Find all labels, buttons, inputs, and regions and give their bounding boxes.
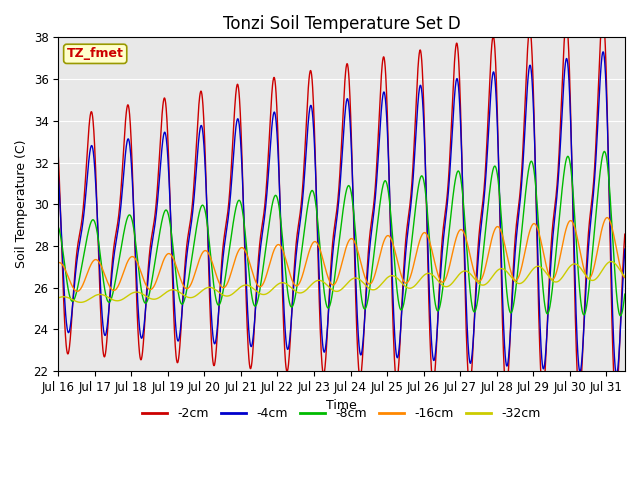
-8cm <box>617 313 625 319</box>
-8cm <box>560 173 568 179</box>
-8cm <box>639 149 640 155</box>
Line: -32cm: -32cm <box>58 262 640 302</box>
-32cm <box>527 269 535 275</box>
-32cm <box>77 300 84 305</box>
-2cm <box>54 152 62 158</box>
-16cm <box>631 242 639 248</box>
-16cm <box>74 288 81 294</box>
Line: -4cm: -4cm <box>58 45 640 374</box>
-4cm <box>386 195 394 201</box>
-32cm <box>631 272 639 277</box>
-32cm <box>386 273 394 279</box>
-4cm <box>631 109 639 115</box>
-4cm <box>527 64 534 70</box>
-32cm <box>113 298 121 304</box>
-16cm <box>113 285 121 291</box>
-2cm <box>639 67 640 73</box>
-32cm <box>639 259 640 265</box>
Title: Tonzi Soil Temperature Set D: Tonzi Soil Temperature Set D <box>223 15 460 33</box>
Text: TZ_fmet: TZ_fmet <box>67 48 124 60</box>
-4cm <box>636 42 640 48</box>
-2cm <box>612 395 620 401</box>
-16cm <box>239 245 247 251</box>
-2cm <box>239 181 246 187</box>
-32cm <box>560 272 568 278</box>
Legend: -2cm, -4cm, -8cm, -16cm, -32cm: -2cm, -4cm, -8cm, -16cm, -32cm <box>137 402 546 425</box>
-32cm <box>54 295 62 301</box>
-4cm <box>560 82 568 88</box>
-4cm <box>54 172 62 178</box>
-2cm <box>631 83 639 89</box>
-8cm <box>631 184 639 190</box>
X-axis label: Time: Time <box>326 399 356 412</box>
-8cm <box>239 210 246 216</box>
Line: -8cm: -8cm <box>58 146 640 316</box>
-8cm <box>54 224 62 230</box>
-4cm <box>239 185 246 191</box>
-16cm <box>560 235 568 241</box>
-8cm <box>637 144 640 149</box>
-32cm <box>607 259 615 264</box>
-2cm <box>386 200 394 206</box>
-32cm <box>239 283 247 288</box>
-8cm <box>113 271 120 277</box>
-4cm <box>113 235 120 241</box>
-2cm <box>113 227 120 232</box>
-2cm <box>636 6 640 12</box>
-4cm <box>612 372 620 377</box>
-16cm <box>527 225 535 230</box>
-2cm <box>527 30 534 36</box>
-8cm <box>527 159 534 165</box>
-4cm <box>639 84 640 90</box>
-16cm <box>54 260 62 265</box>
Y-axis label: Soil Temperature (C): Soil Temperature (C) <box>15 140 28 268</box>
-16cm <box>386 234 394 240</box>
-8cm <box>386 201 394 207</box>
Line: -16cm: -16cm <box>58 215 640 291</box>
-16cm <box>639 212 640 218</box>
-2cm <box>560 48 568 54</box>
Line: -2cm: -2cm <box>58 9 640 398</box>
